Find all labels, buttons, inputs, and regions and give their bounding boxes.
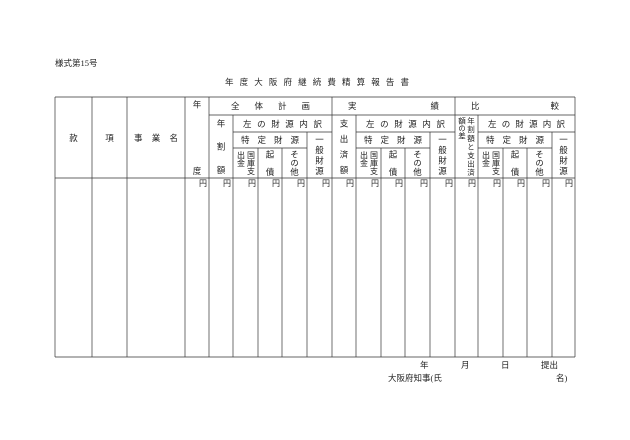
footer-date: 年 <box>420 360 429 370</box>
source-column: 国庫支出金 <box>481 151 501 175</box>
header-kou: 項 <box>105 132 114 143</box>
breakdown-header-cell: 左の財源内訳 <box>356 115 455 132</box>
unit-label: 円 <box>395 179 403 188</box>
general-header: 一般財源 <box>437 135 448 175</box>
unit-label: 円 <box>468 179 476 188</box>
form-number: 様式第15号 <box>55 58 98 68</box>
footer-date: 提出 <box>541 360 559 370</box>
specific-header: 特定財源 <box>486 135 544 145</box>
unit-label: 円 <box>199 179 207 188</box>
specific-header-cell: 特定財源 <box>233 132 307 148</box>
header-kou-cell: 項 <box>92 97 127 178</box>
source-column-cell: 起債 <box>503 148 527 178</box>
general-header-cell: 一般財源 <box>552 132 575 178</box>
specific-header: 特定財源 <box>241 135 299 145</box>
unit-label: 円 <box>517 179 525 188</box>
source-column: 国庫支出金 <box>236 151 256 175</box>
source-column: 起債 <box>510 150 520 176</box>
unit-label: 円 <box>223 179 231 188</box>
general-header-cell: 一般財源 <box>307 132 332 178</box>
specific-header-cell: 特定財源 <box>356 132 430 148</box>
group-title: 比較 <box>471 101 559 111</box>
group-title-cell: 実績 <box>332 97 455 115</box>
source-column-cell: その他 <box>405 148 430 178</box>
group-first-column-cell: 年割額と支出済額の差 <box>455 115 478 178</box>
header-nendo-cell: 年度 <box>185 97 209 178</box>
footer-date: 日 <box>501 360 510 370</box>
unit-label: 円 <box>346 179 354 188</box>
unit-label: 円 <box>493 179 501 188</box>
unit-label: 円 <box>248 179 256 188</box>
unit-label: 円 <box>565 179 573 188</box>
source-column: その他 <box>534 150 545 176</box>
footer-signature: 名) <box>556 373 568 383</box>
breakdown-header-cell: 左の財源内訳 <box>233 115 332 132</box>
title: 年度大阪府継続費精算報告書 <box>225 77 409 87</box>
header-jigyou-cell: 事業名 <box>127 97 185 178</box>
source-column-cell: その他 <box>282 148 307 178</box>
source-column-cell: 起債 <box>381 148 405 178</box>
source-column-cell: 国庫支出金 <box>233 148 258 178</box>
unit-label: 円 <box>297 179 305 188</box>
header-kan-cell: 款 <box>55 97 92 178</box>
unit-label: 円 <box>445 179 453 188</box>
source-column: 国庫支出金 <box>359 151 379 175</box>
unit-label: 円 <box>420 179 428 188</box>
general-header-cell: 一般財源 <box>430 132 455 178</box>
source-column-cell: 起債 <box>258 148 282 178</box>
breakdown-header-cell: 左の財源内訳 <box>478 115 575 132</box>
group-first-column-cell: 支出済額 <box>332 115 356 178</box>
group-title-cell: 全体計画 <box>209 97 332 115</box>
footer-signature: 大阪府知事(氏 <box>388 373 442 383</box>
group-first-column-cell: 年割額 <box>209 115 233 178</box>
source-column-cell: その他 <box>527 148 552 178</box>
source-column-cell: 国庫支出金 <box>478 148 503 178</box>
unit-label: 円 <box>272 179 280 188</box>
group-first-column: 年割額と支出済額の差 <box>457 117 476 176</box>
source-column: 起債 <box>388 150 398 176</box>
unit-label: 円 <box>371 179 379 188</box>
general-header: 一般財源 <box>558 135 569 175</box>
group-title-cell: 比較 <box>455 97 575 115</box>
source-column: その他 <box>289 150 300 176</box>
source-column-cell: 国庫支出金 <box>356 148 381 178</box>
breakdown-header: 左の財源内訳 <box>488 118 565 129</box>
header-jigyou: 事業名 <box>134 132 178 143</box>
group-first-column: 支出済額 <box>339 119 349 174</box>
unit-label: 円 <box>322 179 330 188</box>
group-first-column: 年割額 <box>216 119 226 174</box>
general-header: 一般財源 <box>314 135 325 175</box>
specific-header-cell: 特定財源 <box>478 132 552 148</box>
header-kan: 款 <box>69 132 78 143</box>
group-title: 実績 <box>348 101 439 111</box>
footer-date: 月 <box>461 360 470 370</box>
header-nendo: 年度 <box>192 100 202 175</box>
source-column: その他 <box>412 150 423 176</box>
group-title: 全体計画 <box>231 101 310 111</box>
specific-header: 特定財源 <box>364 135 422 145</box>
breakdown-header: 左の財源内訳 <box>366 118 445 129</box>
source-column: 起債 <box>265 150 275 176</box>
breakdown-header: 左の財源内訳 <box>243 118 322 129</box>
unit-label: 円 <box>542 179 550 188</box>
